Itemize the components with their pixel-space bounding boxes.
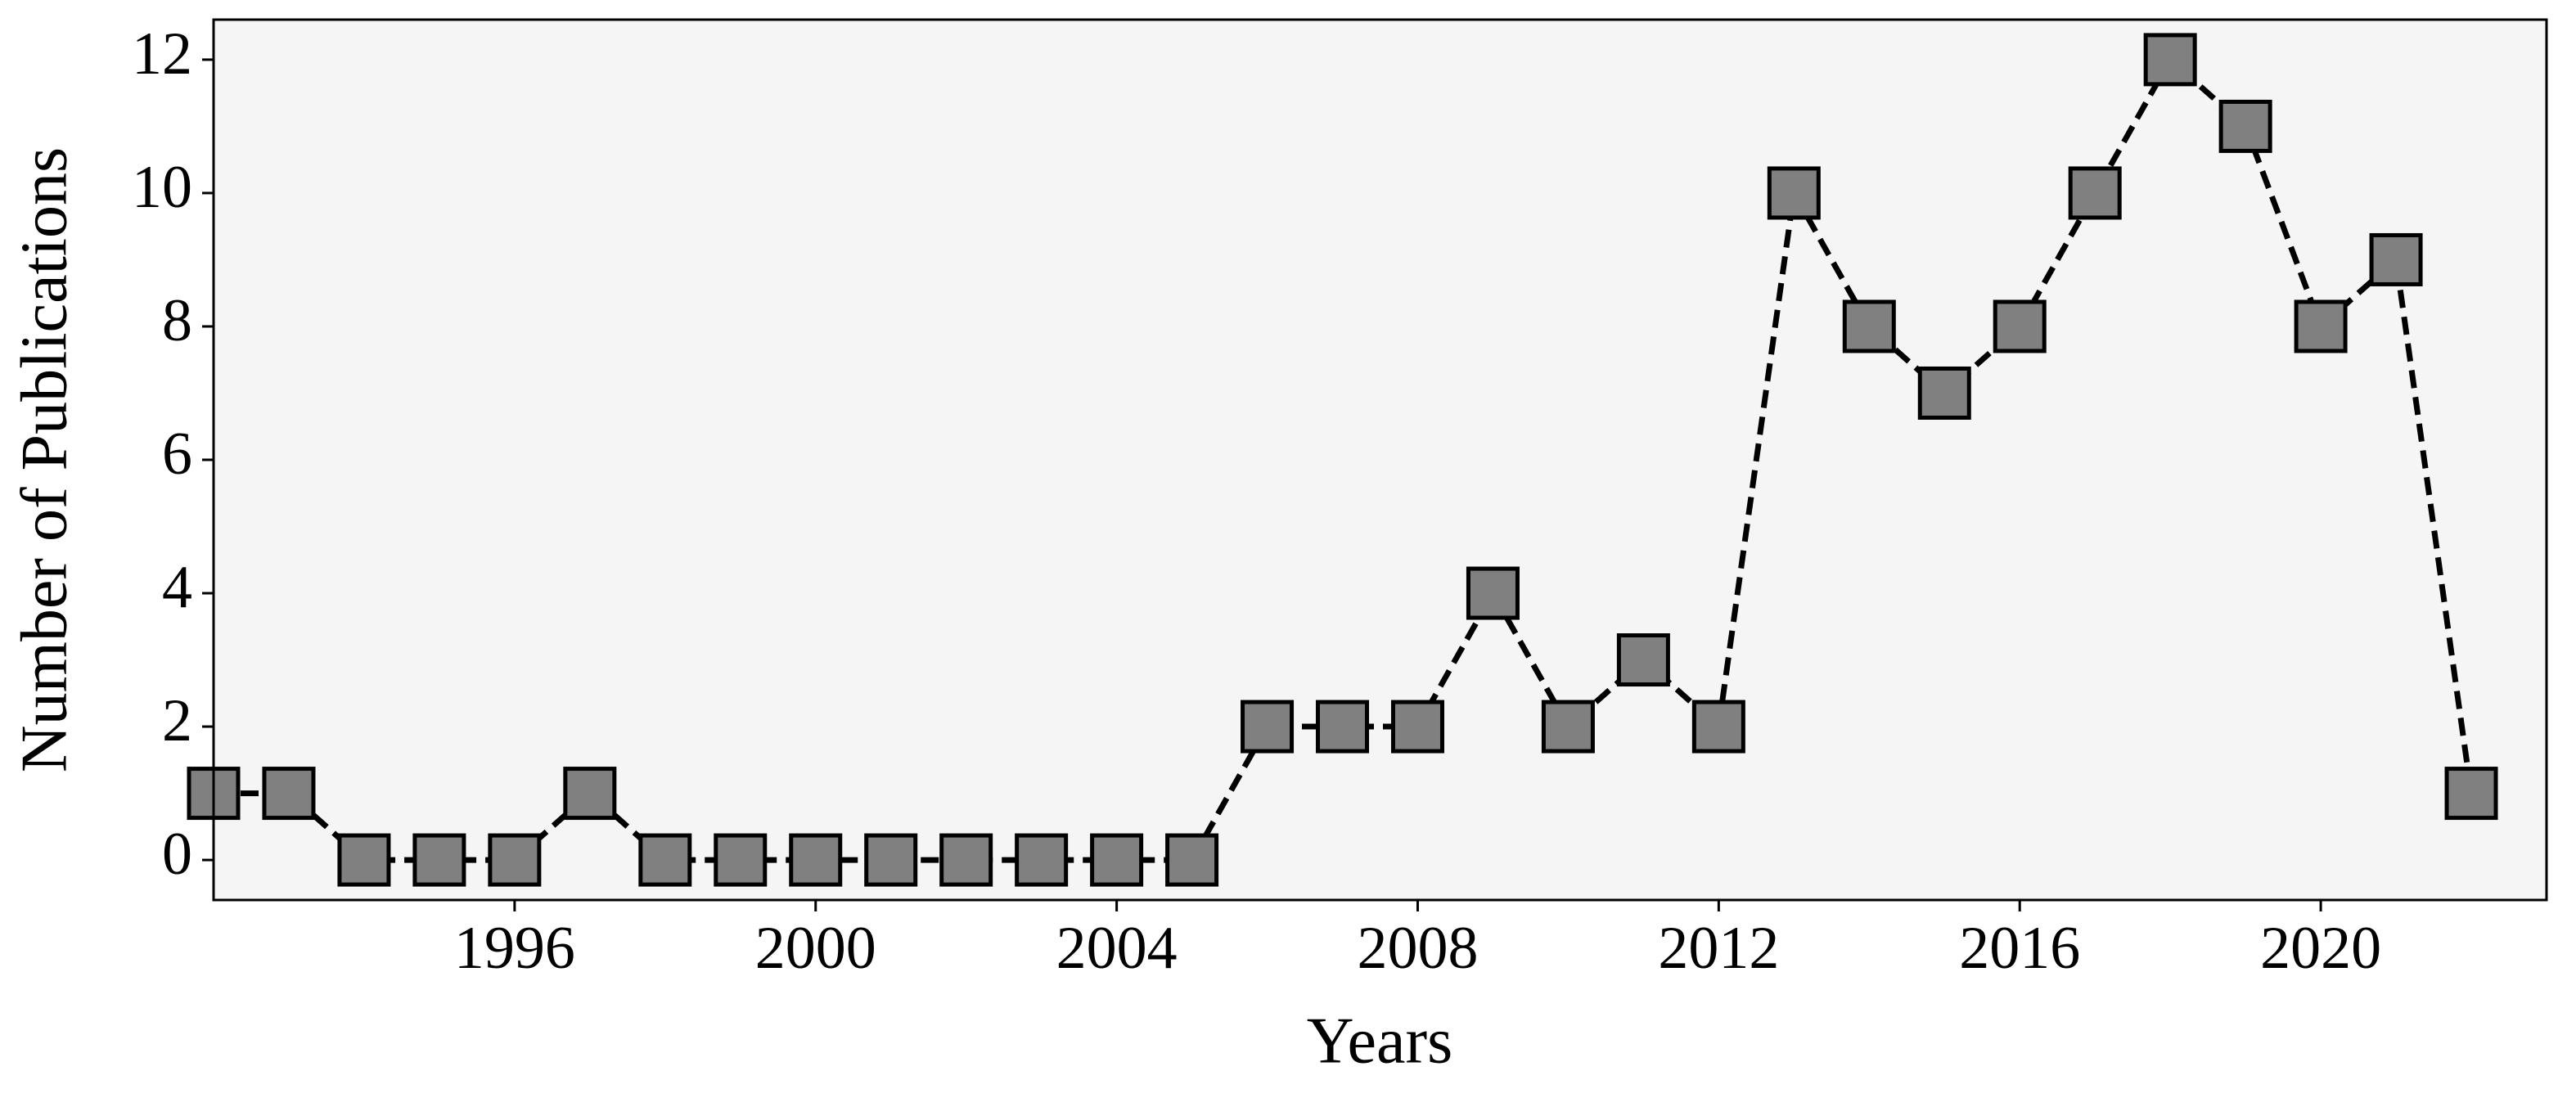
marker <box>1390 700 1444 754</box>
x-axis-label: Years <box>1307 1005 1453 1077</box>
marker <box>337 833 391 887</box>
marker <box>1541 700 1595 754</box>
x-tick-label: 2020 <box>2260 915 2381 982</box>
y-tick-label: 2 <box>162 687 192 754</box>
marker <box>412 833 466 887</box>
y-tick-label: 6 <box>162 421 192 488</box>
marker <box>638 833 692 887</box>
marker <box>262 767 316 821</box>
plot-background <box>214 20 2547 900</box>
marker <box>2369 232 2423 286</box>
marker <box>488 833 542 887</box>
y-tick-label: 0 <box>162 821 192 888</box>
y-tick-label: 10 <box>132 154 192 221</box>
marker <box>714 833 768 887</box>
marker <box>1993 299 2047 353</box>
x-tick-label: 2004 <box>1056 915 1178 982</box>
marker <box>563 767 617 821</box>
y-tick-label: 8 <box>162 287 192 354</box>
marker <box>1842 299 1896 353</box>
marker <box>864 833 918 887</box>
x-tick-label: 2012 <box>1658 915 1779 982</box>
y-tick-label: 4 <box>162 554 192 621</box>
marker <box>1466 566 1520 620</box>
marker <box>2218 99 2272 153</box>
plot-frame <box>212 18 2548 902</box>
marker <box>939 833 993 887</box>
marker <box>2444 767 2498 821</box>
marker <box>1015 833 1069 887</box>
marker <box>2068 166 2122 220</box>
marker <box>1616 633 1670 687</box>
marker <box>1165 833 1219 887</box>
marker <box>2143 33 2197 87</box>
x-tick-label: 1996 <box>454 915 575 982</box>
marker <box>1767 166 1821 220</box>
x-tick-label: 2008 <box>1357 915 1478 982</box>
marker <box>1090 833 1144 887</box>
x-tick-label: 2016 <box>1959 915 2080 982</box>
y-tick-label: 12 <box>132 20 192 88</box>
x-tick-label: 2000 <box>755 915 876 982</box>
marker <box>789 833 843 887</box>
marker <box>1241 700 1295 754</box>
y-axis-label: Number of Publications <box>8 147 80 772</box>
marker <box>1316 700 1370 754</box>
marker <box>1691 700 1745 754</box>
marker <box>2294 299 2348 353</box>
marker <box>1917 366 1971 420</box>
